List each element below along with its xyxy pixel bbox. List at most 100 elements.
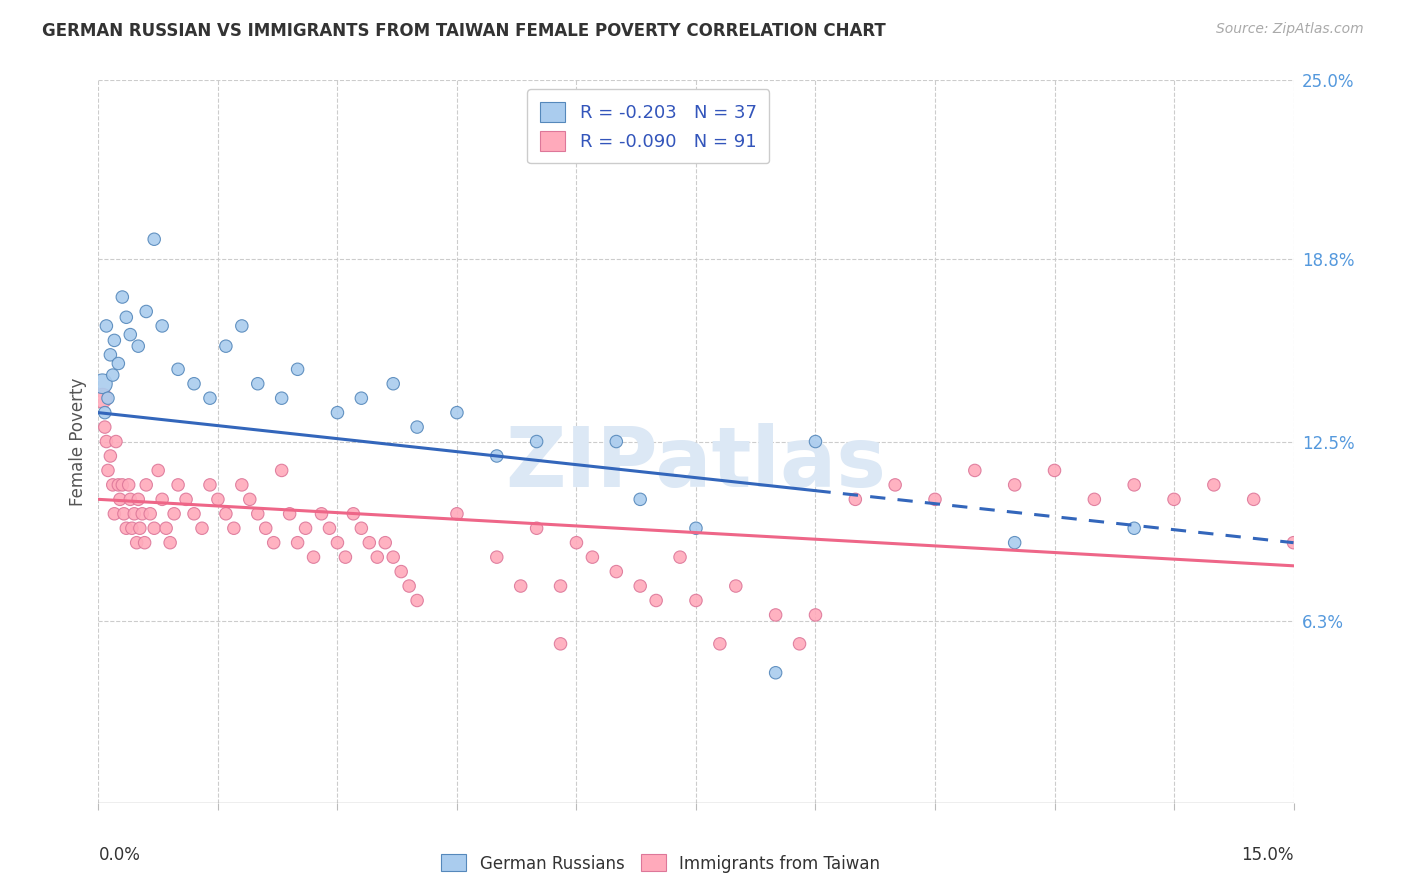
Point bbox=[125, 535, 148, 549]
Point bbox=[124, 507, 146, 521]
Point bbox=[366, 550, 388, 565]
Point bbox=[222, 521, 245, 535]
Point bbox=[143, 521, 166, 535]
Point bbox=[1202, 478, 1225, 492]
Point bbox=[1004, 535, 1026, 549]
Point bbox=[246, 376, 269, 391]
Point bbox=[1163, 492, 1185, 507]
Point bbox=[446, 507, 468, 521]
Point bbox=[685, 593, 707, 607]
Point bbox=[565, 535, 588, 549]
Point bbox=[342, 507, 364, 521]
Point bbox=[550, 579, 572, 593]
Point bbox=[131, 507, 153, 521]
Point bbox=[207, 492, 229, 507]
Text: GERMAN RUSSIAN VS IMMIGRANTS FROM TAIWAN FEMALE POVERTY CORRELATION CHART: GERMAN RUSSIAN VS IMMIGRANTS FROM TAIWAN… bbox=[42, 22, 886, 40]
Point bbox=[107, 478, 129, 492]
Point bbox=[1043, 463, 1066, 477]
Point bbox=[148, 463, 170, 477]
Point bbox=[844, 492, 866, 507]
Point bbox=[107, 357, 129, 371]
Point bbox=[191, 521, 214, 535]
Point bbox=[1004, 478, 1026, 492]
Point bbox=[278, 507, 301, 521]
Point bbox=[804, 607, 827, 622]
Point bbox=[167, 362, 190, 376]
Point bbox=[389, 565, 412, 579]
Point bbox=[115, 310, 138, 325]
Point bbox=[155, 521, 177, 535]
Point bbox=[406, 593, 429, 607]
Point bbox=[96, 434, 118, 449]
Point bbox=[335, 550, 357, 565]
Point bbox=[963, 463, 986, 477]
Point bbox=[789, 637, 811, 651]
Point bbox=[98, 348, 122, 362]
Point bbox=[326, 535, 349, 549]
Point bbox=[246, 507, 269, 521]
Point bbox=[1123, 478, 1146, 492]
Point bbox=[294, 521, 316, 535]
Text: 0.0%: 0.0% bbox=[98, 847, 141, 864]
Point bbox=[121, 521, 143, 535]
Point bbox=[765, 607, 787, 622]
Point bbox=[231, 478, 253, 492]
Point bbox=[101, 478, 124, 492]
Point bbox=[239, 492, 262, 507]
Point bbox=[382, 550, 405, 565]
Point bbox=[1243, 492, 1265, 507]
Point bbox=[104, 434, 127, 449]
Point bbox=[581, 550, 603, 565]
Point bbox=[118, 478, 141, 492]
Point bbox=[111, 478, 134, 492]
Point bbox=[115, 521, 138, 535]
Point bbox=[91, 376, 114, 391]
Point bbox=[101, 368, 124, 382]
Point bbox=[270, 463, 292, 477]
Point bbox=[167, 478, 190, 492]
Point bbox=[215, 507, 238, 521]
Point bbox=[134, 535, 156, 549]
Point bbox=[231, 318, 253, 333]
Point bbox=[128, 521, 150, 535]
Point bbox=[150, 492, 173, 507]
Point bbox=[287, 535, 309, 549]
Y-axis label: Female Poverty: Female Poverty bbox=[69, 377, 87, 506]
Point bbox=[183, 376, 205, 391]
Point bbox=[318, 521, 340, 535]
Point bbox=[254, 521, 277, 535]
Point bbox=[526, 434, 548, 449]
Point bbox=[135, 304, 157, 318]
Point bbox=[359, 535, 381, 549]
Point bbox=[198, 478, 221, 492]
Point bbox=[382, 376, 405, 391]
Point bbox=[103, 507, 125, 521]
Point bbox=[120, 327, 142, 342]
Point bbox=[724, 579, 747, 593]
Legend: R = -0.203   N = 37, R = -0.090   N = 91: R = -0.203 N = 37, R = -0.090 N = 91 bbox=[527, 89, 769, 163]
Point bbox=[120, 492, 142, 507]
Point bbox=[150, 318, 173, 333]
Text: 15.0%: 15.0% bbox=[1241, 847, 1294, 864]
Point bbox=[143, 232, 166, 246]
Point bbox=[103, 334, 125, 348]
Point bbox=[108, 492, 131, 507]
Point bbox=[94, 420, 117, 434]
Point bbox=[669, 550, 692, 565]
Point bbox=[174, 492, 197, 507]
Point bbox=[183, 507, 205, 521]
Point bbox=[97, 463, 120, 477]
Point bbox=[1123, 521, 1146, 535]
Point bbox=[924, 492, 946, 507]
Point bbox=[350, 521, 373, 535]
Point bbox=[97, 391, 120, 405]
Point bbox=[526, 521, 548, 535]
Point bbox=[628, 579, 651, 593]
Point bbox=[765, 665, 787, 680]
Point bbox=[135, 478, 157, 492]
Point bbox=[1083, 492, 1105, 507]
Point bbox=[111, 290, 134, 304]
Point bbox=[406, 420, 429, 434]
Point bbox=[94, 406, 117, 420]
Point bbox=[509, 579, 531, 593]
